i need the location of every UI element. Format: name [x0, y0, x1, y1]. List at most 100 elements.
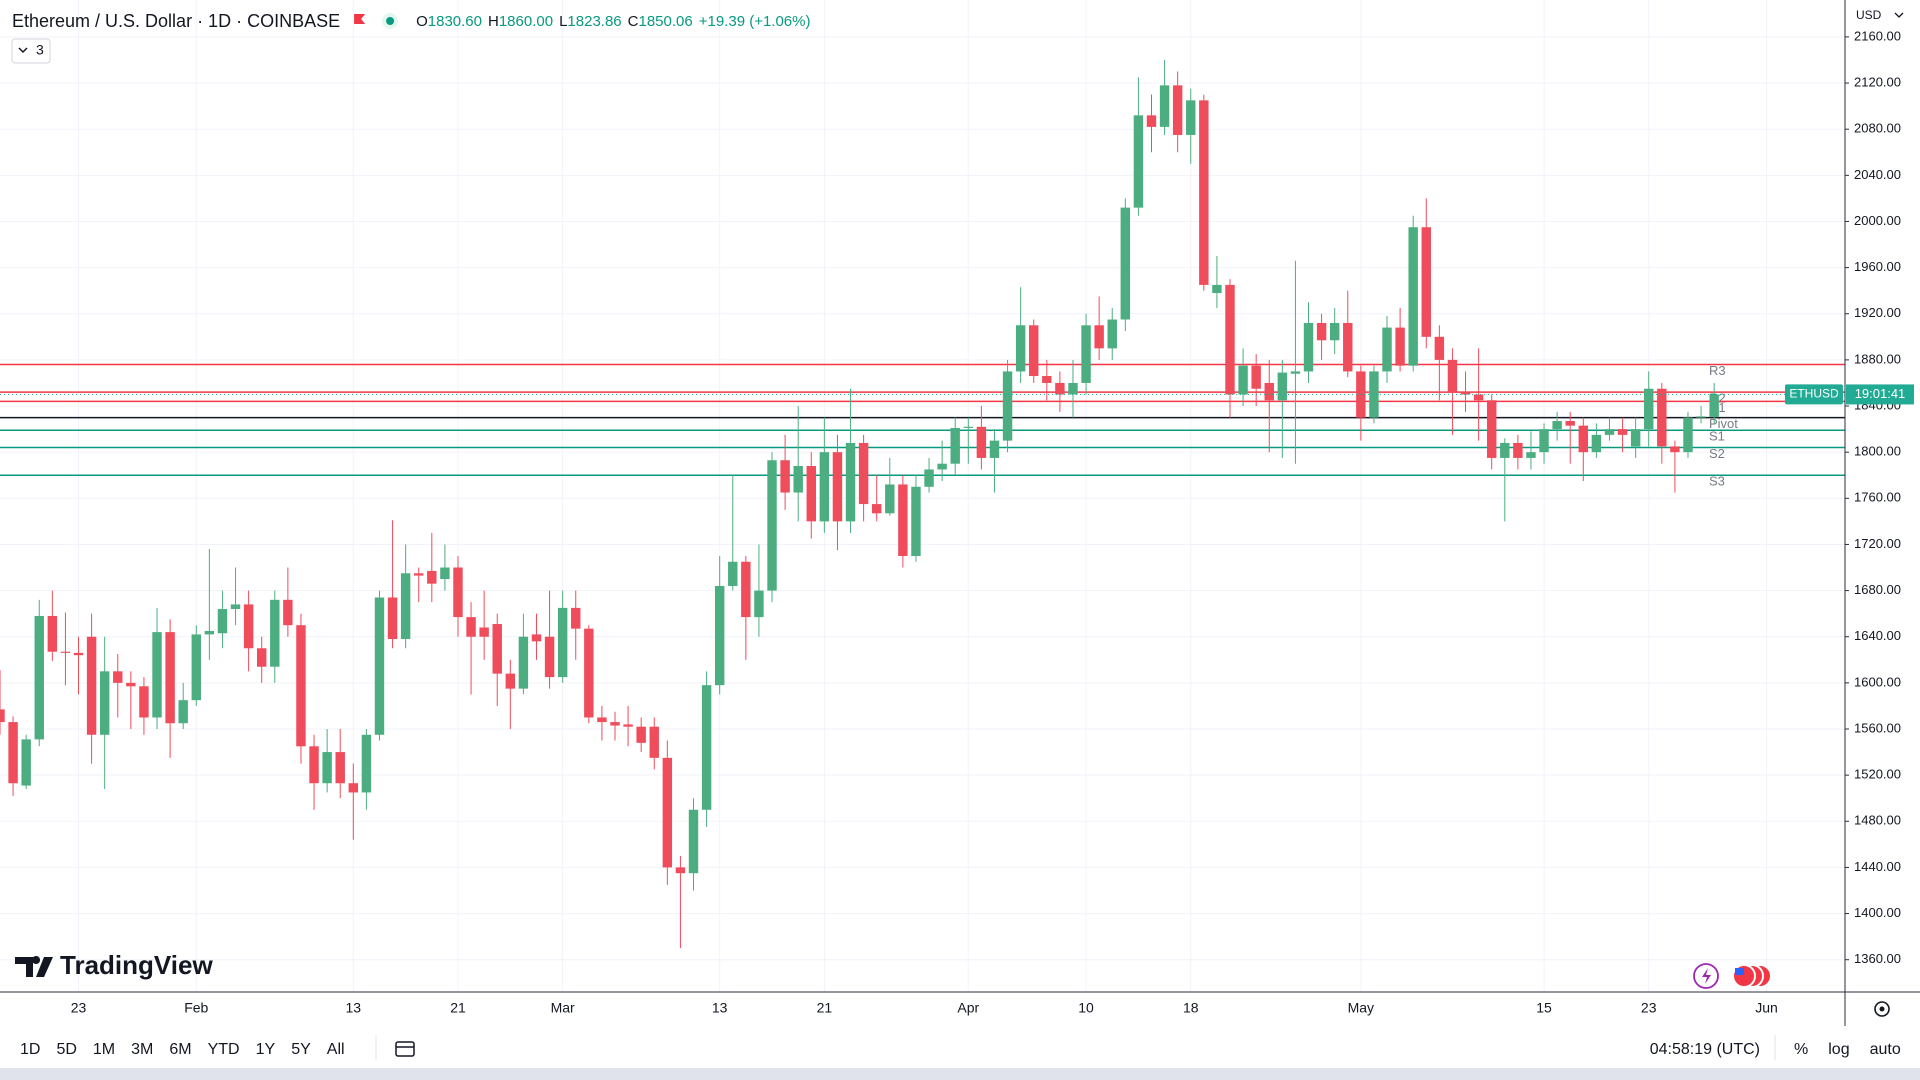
candle: [845, 388, 856, 533]
candle: [113, 654, 123, 718]
grid: [0, 0, 1845, 992]
scale-option[interactable]: auto: [1870, 1041, 1901, 1058]
candle: [1369, 365, 1379, 424]
ohlc-value: 1860.00: [499, 13, 553, 30]
date-range-icon[interactable]: [395, 1041, 415, 1057]
scale-option[interactable]: %: [1794, 1041, 1808, 1058]
candle: [963, 417, 974, 464]
x-tick-label: 23: [71, 1000, 87, 1016]
symbol-tag: [1785, 384, 1843, 405]
range-button[interactable]: 6M: [169, 1041, 191, 1058]
candle: [1015, 287, 1026, 383]
candle-body: [1277, 372, 1288, 401]
candle-body: [636, 726, 646, 743]
candle: [885, 457, 895, 516]
candle-body: [557, 607, 568, 678]
candle-body: [989, 440, 1000, 458]
range-button[interactable]: 1M: [93, 1041, 115, 1058]
candle: [492, 613, 502, 706]
candle: [348, 763, 359, 840]
settings-icon[interactable]: [1874, 1001, 1890, 1017]
candle: [597, 705, 607, 741]
candle-body: [649, 726, 659, 758]
range-button[interactable]: 5D: [56, 1041, 76, 1058]
candle: [1290, 260, 1301, 464]
candle-body: [99, 671, 110, 735]
pivot-label: S1: [1709, 429, 1725, 444]
x-tick-label: Apr: [957, 1000, 979, 1016]
candle-body: [1081, 325, 1091, 383]
candle-body: [845, 442, 856, 522]
candle: [1238, 348, 1248, 407]
lightning-icon[interactable]: [1693, 963, 1719, 989]
candle-body: [178, 700, 188, 724]
logo-mark: [15, 956, 53, 977]
candle-body: [937, 463, 947, 470]
range-button[interactable]: 1D: [20, 1041, 40, 1058]
candle: [361, 729, 372, 810]
candle: [1591, 423, 1602, 458]
candle-body: [767, 460, 777, 591]
candle: [557, 590, 568, 683]
range-button[interactable]: All: [327, 1041, 345, 1058]
currency-label[interactable]: USD: [1856, 8, 1882, 22]
ohlc-legend: O1830.60 H1860.00 L1823.86 C1850.06 +19.39 (…: [416, 13, 810, 30]
candle: [1408, 215, 1418, 372]
candle-body: [1683, 417, 1693, 453]
candle-body: [1343, 322, 1353, 372]
y-tick-label: 1680.00: [1854, 582, 1901, 597]
candle: [1460, 371, 1471, 412]
candle: [1199, 94, 1209, 291]
candle-body: [832, 452, 843, 522]
candle: [871, 475, 882, 522]
candle-body: [675, 867, 686, 874]
candle: [204, 549, 215, 660]
candle-body: [0, 709, 5, 723]
range-button[interactable]: 5Y: [291, 1041, 311, 1058]
candle-body: [1094, 325, 1104, 349]
candle-body: [479, 627, 489, 637]
scale-option[interactable]: log: [1828, 1041, 1849, 1058]
candle-body: [296, 625, 306, 747]
candle: [1565, 411, 1575, 464]
pivot-label: R3: [1709, 363, 1726, 378]
range-button[interactable]: 3M: [131, 1041, 153, 1058]
candle-body: [1539, 429, 1549, 453]
candle-body: [963, 426, 974, 428]
candle-body: [1604, 429, 1615, 435]
candle-body: [1644, 388, 1654, 430]
range-button[interactable]: YTD: [208, 1041, 240, 1058]
candle: [191, 625, 201, 706]
candle: [139, 677, 149, 735]
y-tick-label: 1640.00: [1854, 628, 1901, 643]
candle-body: [571, 607, 581, 629]
candle: [623, 705, 633, 747]
symbol-title[interactable]: Ethereum / U.S. Dollar · 1D · COINBASE: [12, 11, 340, 31]
range-button[interactable]: 1Y: [256, 1041, 276, 1058]
candle-body: [165, 632, 175, 724]
y-tick-label: 1600.00: [1854, 674, 1901, 689]
candle: [99, 636, 110, 789]
candle-body: [1513, 442, 1523, 458]
candle: [1107, 307, 1117, 360]
indicators-toggle[interactable]: [11, 38, 51, 64]
candle-body: [21, 739, 31, 786]
candle-body: [858, 442, 869, 505]
candle: [1395, 307, 1405, 372]
candle-body: [976, 426, 987, 458]
y-tick-label: 2000.00: [1854, 213, 1901, 228]
x-tick-label: 21: [450, 1000, 466, 1016]
candle-body: [780, 460, 790, 493]
candle-body: [1617, 429, 1628, 435]
x-tick-label: 10: [1078, 1000, 1094, 1016]
candle: [1617, 417, 1628, 453]
flags-icon[interactable]: [1732, 964, 1772, 988]
candle-body: [60, 651, 71, 653]
candle-body: [1657, 388, 1667, 447]
candle-body: [387, 597, 398, 640]
candle: [230, 567, 241, 626]
candle: [1120, 198, 1131, 332]
toggle-caret: [18, 47, 28, 54]
candle: [374, 590, 385, 741]
